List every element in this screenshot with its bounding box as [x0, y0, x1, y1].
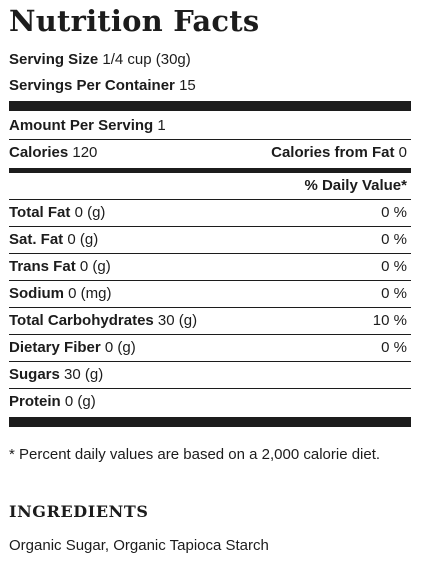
nutrient-row: Trans Fat 0 (g) 0 %	[9, 254, 411, 281]
nutrient-name-cell: Trans Fat 0 (g)	[9, 254, 111, 280]
nutrient-amount: 0 (g)	[64, 393, 96, 410]
page-title: Nutrition Facts	[9, 4, 260, 38]
calories-from-fat-cell: Calories from Fat 0	[271, 140, 411, 166]
servings-label: Servings Per Container	[9, 77, 175, 94]
nutrient-label: Protein	[9, 393, 61, 410]
serving-size-value: 1/4 cup (30g)	[102, 51, 191, 68]
nutrient-row: Total Fat 0 (g) 0 %	[9, 200, 411, 227]
nutrient-list: Total Fat 0 (g) 0 % Sat. Fat 0 (g) 0 % T…	[9, 200, 411, 415]
nutrient-name-cell: Dietary Fiber 0 (g)	[9, 335, 136, 361]
calories-from-fat-value: 0	[398, 144, 407, 161]
nutrient-label: Sugars	[9, 366, 60, 383]
nutrient-daily-value: 0 %	[381, 204, 407, 221]
nutrient-amount: 0 (g)	[79, 258, 111, 275]
servings-value: 15	[179, 77, 196, 94]
nutrient-label: Sodium	[9, 285, 64, 302]
ingredients-text: Organic Sugar, Organic Tapioca Starch	[9, 537, 269, 554]
calories-value: 120	[72, 144, 98, 161]
nutrient-daily-value: 0 %	[381, 285, 407, 302]
nutrient-amount: 30 (g)	[64, 366, 104, 383]
thick-divider	[9, 101, 411, 111]
nutrient-row: Dietary Fiber 0 (g) 0 %	[9, 335, 411, 362]
amount-value: 1	[157, 117, 166, 134]
nutrient-row: Sugars 30 (g)	[9, 362, 411, 389]
nutrition-facts-panel: Nutrition Facts Serving Size 1/4 cup (30…	[0, 4, 421, 584]
serving-size-line: Serving Size 1/4 cup (30g)	[9, 47, 411, 73]
calories-label: Calories	[9, 144, 69, 161]
calories-row: Calories 120 Calories from Fat 0	[9, 140, 411, 166]
nutrient-row: Sat. Fat 0 (g) 0 %	[9, 227, 411, 254]
calories-from-fat-label: Calories from Fat	[271, 144, 395, 161]
nutrient-name-cell: Total Carbohydrates 30 (g)	[9, 308, 197, 334]
bottom-thick-divider	[9, 417, 411, 427]
serving-size-label: Serving Size	[9, 51, 99, 68]
nutrient-daily-value: 0 %	[381, 339, 407, 356]
nutrient-label: Dietary Fiber	[9, 339, 101, 356]
nutrient-daily-value: 10 %	[372, 312, 407, 329]
nutrient-name-cell: Sat. Fat 0 (g)	[9, 227, 98, 253]
nutrient-amount: 0 (g)	[74, 204, 106, 221]
nutrient-name-cell: Total Fat 0 (g)	[9, 200, 105, 226]
nutrient-amount: 0 (g)	[67, 231, 99, 248]
amount-label: Amount Per Serving	[9, 117, 154, 134]
nutrient-amount: 0 (g)	[104, 339, 136, 356]
daily-value-header: % Daily Value*	[9, 173, 411, 200]
ingredients-heading: INGREDIENTS	[9, 502, 149, 521]
nutrient-label: Trans Fat	[9, 258, 76, 275]
nutrient-name-cell: Sugars 30 (g)	[9, 362, 103, 388]
nutrient-amount: 0 (mg)	[68, 285, 112, 302]
amount-per-serving-line: Amount Per Serving 1	[9, 113, 411, 140]
calories-cell: Calories 120	[9, 140, 97, 166]
nutrient-name-cell: Protein 0 (g)	[9, 389, 96, 415]
nutrient-daily-value: 0 %	[381, 231, 407, 248]
nutrient-name-cell: Sodium 0 (mg)	[9, 281, 112, 307]
nutrient-row: Protein 0 (g)	[9, 389, 411, 415]
nutrient-label: Sat. Fat	[9, 231, 64, 248]
nutrient-row: Total Carbohydrates 30 (g) 10 %	[9, 308, 411, 335]
servings-per-container-line: Servings Per Container 15	[9, 73, 411, 99]
daily-value-footnote: * Percent daily values are based on a 2,…	[9, 446, 381, 463]
nutrient-label: Total Carbohydrates	[9, 312, 154, 329]
nutrient-amount: 30 (g)	[157, 312, 198, 329]
nutrient-row: Sodium 0 (mg) 0 %	[9, 281, 411, 308]
nutrient-daily-value: 0 %	[381, 258, 407, 275]
nutrient-label: Total Fat	[9, 204, 71, 221]
medium-divider	[9, 168, 411, 173]
